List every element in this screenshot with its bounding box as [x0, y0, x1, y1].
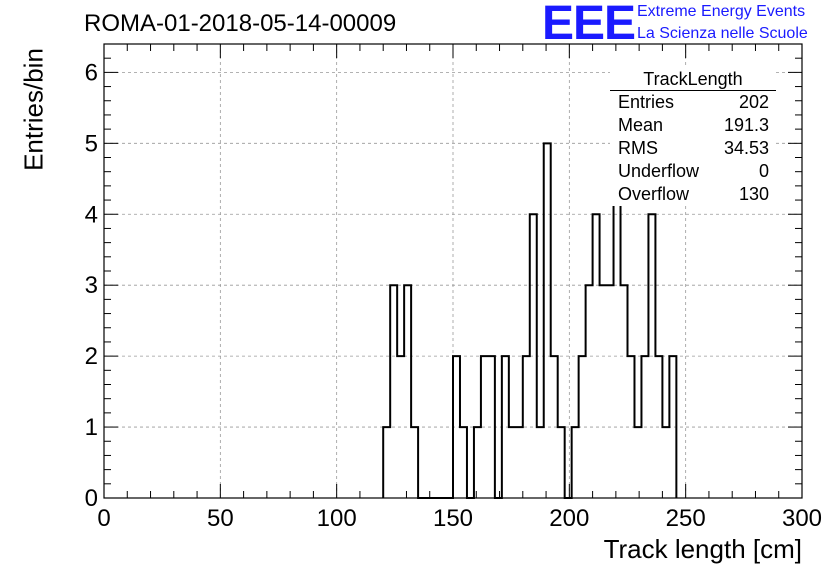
axis-ticks	[103, 43, 803, 499]
logo-text-line1: Extreme Energy Events	[637, 3, 806, 20]
axis-tick-labels: 0 50 100 150 200 250 300 0 1 2 3 4 5 6	[85, 59, 822, 532]
stats-value: 202	[738, 92, 769, 112]
histogram-bin	[509, 427, 516, 498]
stats-value: 191.3	[723, 115, 769, 135]
stats-label: Underflow	[618, 161, 700, 181]
histogram-bin	[460, 427, 467, 498]
stats-row-entries: Entries 202	[610, 91, 776, 114]
x-tick-label: 100	[317, 505, 357, 532]
y-tick-label: 1	[85, 414, 98, 441]
stats-label: Overflow	[618, 184, 690, 204]
stats-value: 130	[738, 184, 769, 204]
y-tick-label: 0	[85, 485, 98, 512]
stats-label: Entries	[618, 92, 675, 112]
stats-row-mean: Mean 191.3	[610, 114, 776, 137]
y-tick-label: 6	[85, 59, 98, 86]
stats-value: 0	[758, 161, 769, 181]
y-tick-label: 5	[85, 130, 98, 157]
histogram-bin	[621, 285, 628, 498]
stats-row-overflow: Overflow 130	[610, 183, 776, 206]
histogram-bin	[390, 285, 397, 498]
histogram-bin	[411, 427, 418, 498]
stats-title: TrackLength	[610, 68, 776, 91]
histogram-bin	[558, 427, 565, 498]
histogram-bin	[516, 427, 523, 498]
eee-logo: EEE	[542, 0, 636, 50]
x-axis-label: Track length [cm]	[603, 534, 802, 564]
histogram-bin	[572, 427, 579, 498]
histogram-bin	[634, 427, 641, 498]
stats-row-rms: RMS 34.53	[610, 137, 776, 160]
x-tick-label: 50	[207, 505, 234, 532]
histogram-bin	[544, 143, 551, 498]
stats-value: 34.53	[723, 138, 769, 158]
chart-title: ROMA-01-2018-05-14-00009	[84, 10, 397, 37]
histogram-bin	[404, 285, 411, 498]
histogram-bin	[600, 285, 607, 498]
stats-box: TrackLength Entries 202 Mean 191.3 RMS 3…	[610, 68, 776, 206]
histogram-bin	[537, 427, 544, 498]
logo-text-line2: La Scienza nelle Scuole	[637, 25, 808, 42]
y-tick-label: 2	[85, 343, 98, 370]
y-tick-label: 4	[85, 201, 98, 228]
x-tick-label: 300	[782, 505, 822, 532]
x-tick-label: 250	[666, 505, 706, 532]
histogram-bin	[474, 427, 481, 498]
stats-label: RMS	[618, 138, 658, 158]
histogram-bin	[586, 285, 593, 498]
x-tick-label: 0	[97, 505, 110, 532]
y-axis-label: Entries/bin	[18, 48, 49, 171]
x-tick-label: 150	[433, 505, 473, 532]
y-tick-label: 3	[85, 272, 98, 299]
x-tick-label: 200	[549, 505, 589, 532]
histogram-bin	[383, 427, 390, 498]
stats-label: Mean	[618, 115, 664, 135]
histogram-bin	[662, 427, 669, 498]
stats-row-underflow: Underflow 0	[610, 160, 776, 183]
histogram-bin	[607, 285, 614, 498]
